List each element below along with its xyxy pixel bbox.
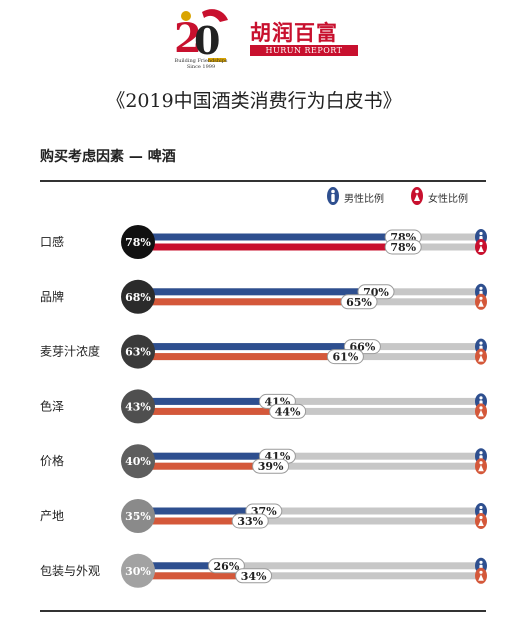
value-label: 44% [275, 405, 301, 418]
male-bar [138, 397, 278, 405]
value-pill [326, 349, 364, 365]
category-label: 口感 [40, 234, 64, 249]
top-divider [40, 180, 486, 182]
female-bar [138, 407, 288, 415]
report-header: 2 0 Building Friendships Since 1999 胡润百富… [0, 0, 508, 80]
female-person-icon-body [478, 300, 484, 307]
overall-badge-label: 78% [125, 236, 151, 249]
overall-badge-label: 40% [125, 455, 151, 468]
value-pill [207, 558, 245, 574]
legend-label-female: 女性比例 [428, 194, 468, 205]
female-person-icon-body [478, 464, 484, 472]
male-person-icon-head [479, 286, 483, 290]
female-person-icon-body [478, 245, 484, 252]
male-person-icon-head [479, 451, 483, 455]
overall-badge-label: 68% [125, 291, 151, 304]
overall-badge [121, 499, 155, 533]
category-label: 产地 [40, 509, 64, 523]
report-title: 《2019中国酒类消费行为白皮书》 [106, 90, 402, 112]
male-bar [138, 452, 278, 460]
female-person-icon-head [479, 461, 483, 465]
overall-badge [121, 444, 155, 479]
female-person-icon-head [479, 570, 483, 574]
legend-label-male: 男性比例 [344, 194, 384, 205]
overall-badge [121, 279, 155, 314]
svg-text:0: 0 [194, 18, 220, 63]
category-label: 价格 [40, 453, 64, 468]
value-label: 78% [390, 241, 416, 254]
male-person-icon-head [479, 341, 483, 345]
overall-badge-label: 30% [125, 565, 151, 578]
value-pill [252, 458, 290, 474]
female-person-icon-head [479, 351, 483, 355]
overall-badge [121, 225, 155, 259]
male-bar [138, 343, 363, 351]
female-person-icon-body [478, 355, 484, 362]
value-pill [231, 513, 269, 529]
chart-subtitle: 购买考虑因素 — 啤酒 [40, 149, 176, 165]
overall-badge-label: 63% [125, 346, 151, 359]
value-label: 65% [346, 296, 372, 309]
overall-badge [121, 553, 155, 588]
brand-name-en: HURUN REPORT [250, 45, 358, 56]
value-label: 34% [241, 570, 267, 583]
male-person-icon-head [479, 231, 483, 236]
female-bar-track [138, 572, 478, 580]
category-label: 品牌 [40, 290, 64, 304]
value-label: 26% [214, 560, 240, 573]
value-pill [384, 239, 422, 255]
overall-badge [121, 389, 155, 424]
male-person-icon-head [479, 560, 483, 564]
category-label: 包装与外观 [40, 564, 100, 578]
female-person-icon-body [478, 409, 484, 417]
overall-badge-label: 43% [125, 400, 151, 413]
male-person-icon [327, 187, 339, 205]
female-bar-track [138, 517, 478, 525]
value-label: 61% [333, 351, 359, 364]
value-pill [340, 294, 378, 310]
female-bar-track [138, 462, 478, 470]
male-bar [138, 233, 404, 241]
male-bar [138, 288, 376, 296]
female-person-icon [411, 187, 423, 205]
male-bar-track [138, 397, 478, 405]
category-label: 色泽 [40, 399, 64, 413]
male-person-icon-head [479, 396, 483, 400]
value-label: 39% [258, 460, 284, 473]
female-person-icon-head [479, 241, 483, 246]
female-person-icon-head [479, 515, 483, 520]
male-person-icon-head [479, 505, 483, 510]
bottom-divider [40, 610, 486, 612]
category-label: 麦芽汁浓度 [40, 344, 100, 359]
female-person-icon-head [479, 296, 483, 300]
male-bar [138, 562, 227, 570]
female-bar [138, 353, 346, 361]
male-bar-track [138, 452, 478, 460]
logo-caption: Building Friendships Since 1999 [174, 58, 228, 70]
brand-name-cn: 胡润百富 [250, 21, 338, 45]
value-pill [269, 403, 307, 419]
overall-badge [121, 334, 155, 369]
overall-badge-label: 35% [125, 510, 151, 523]
female-person-icon-head [479, 406, 483, 410]
male-bar-track [138, 507, 478, 515]
female-person-icon-body [478, 574, 484, 581]
svg-text:2: 2 [174, 15, 202, 62]
male-bar-track [138, 562, 478, 570]
female-bar [138, 298, 359, 306]
hurun-logo-icon: 2 0 [174, 9, 228, 63]
female-bar-track [138, 407, 478, 415]
female-bar [138, 517, 251, 525]
male-bar [138, 507, 264, 515]
value-pill [235, 568, 273, 584]
female-bar [138, 243, 404, 251]
female-bar [138, 462, 271, 470]
value-label: 33% [237, 515, 263, 528]
female-bar [138, 572, 254, 580]
female-person-icon-body [478, 519, 484, 526]
